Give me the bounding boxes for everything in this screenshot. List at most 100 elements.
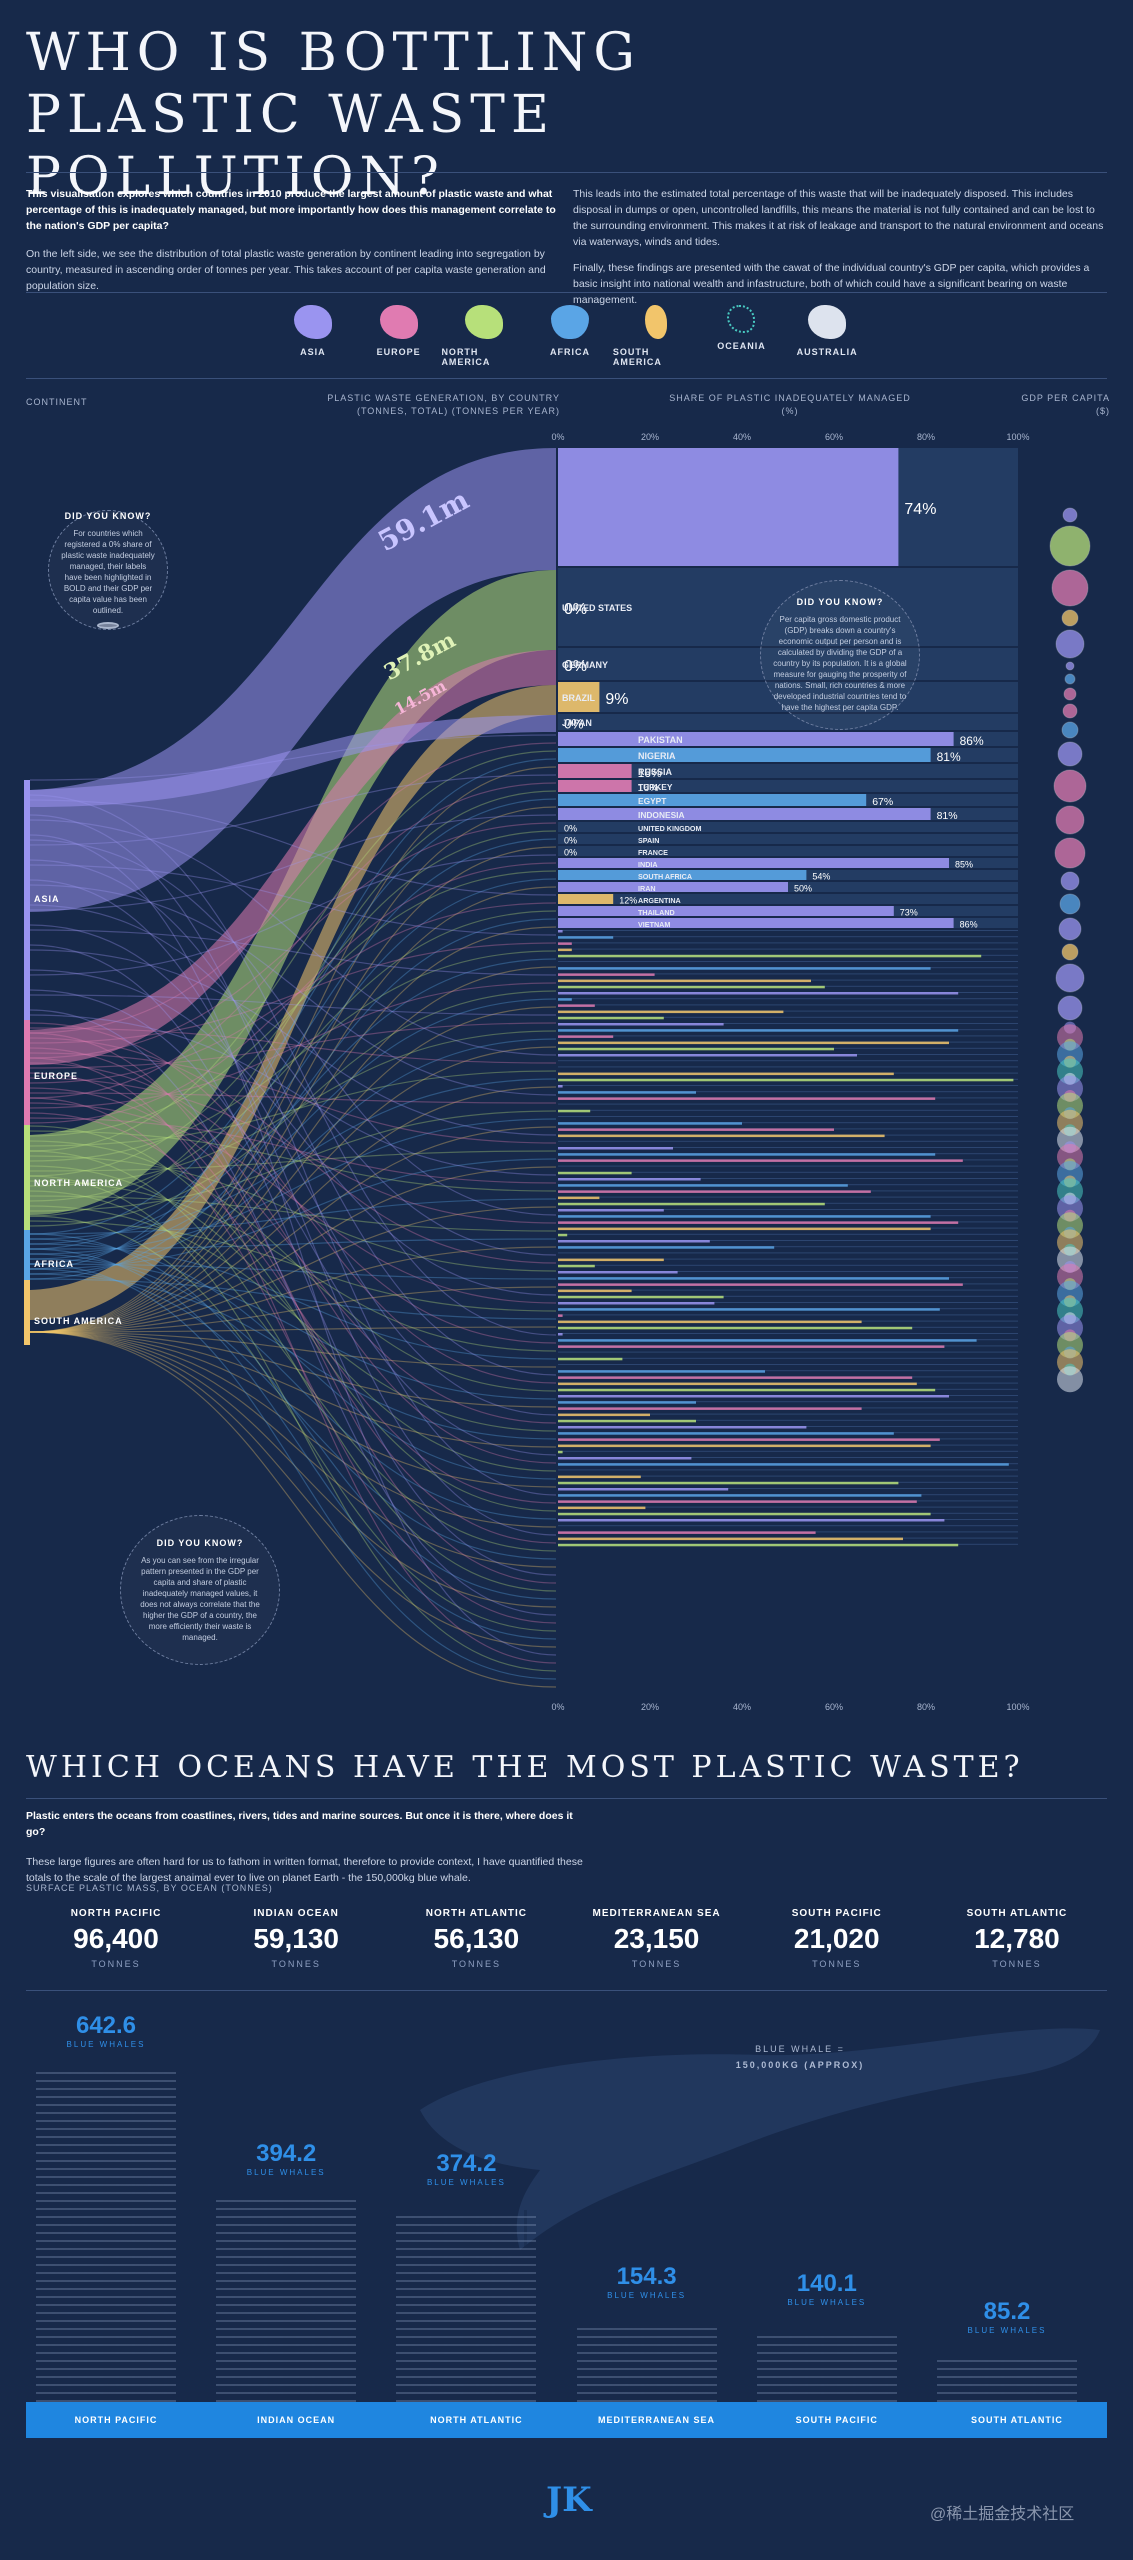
- country-flow: [29, 904, 557, 1256]
- country-flow: [29, 734, 557, 781]
- intro-right-text-1: This leads into the estimated total perc…: [573, 188, 1104, 248]
- bar-small: [558, 1128, 834, 1131]
- bar-track: [558, 1140, 1018, 1142]
- country-name: BRAZIL: [562, 693, 595, 703]
- country-flow: [29, 1238, 557, 1250]
- africa-icon: [551, 305, 590, 339]
- bar-track: [558, 1252, 1018, 1254]
- continent-flow-diagram: [24, 448, 557, 1688]
- bar-row: 74%CHINA: [558, 448, 1018, 566]
- country-flow: [29, 1047, 557, 1464]
- ocean-unit: TONNES: [992, 1959, 1042, 1969]
- legend-south-america: SOUTH AMERICA: [613, 305, 699, 367]
- ocean-stat: SOUTH ATLANTIC 12,780 TONNES: [927, 1908, 1107, 1969]
- gdp-circle: [1055, 963, 1085, 993]
- ocean-stats: NORTH PACIFIC 96,400 TONNES INDIAN OCEAN 59,…: [26, 1908, 1107, 1969]
- country-flow: [29, 1268, 557, 1560]
- whale-count: 154.3 BLUE WHALES: [557, 2263, 737, 2300]
- bar-small: [558, 1258, 664, 1262]
- country-flow: [29, 1155, 557, 1272]
- bar-small: [558, 1215, 931, 1218]
- whale-note: BLUE WHALE = 150,000KG (APPROX): [735, 2044, 865, 2070]
- continent-band: [24, 780, 30, 1020]
- ocean-tonnes: 59,130: [253, 1923, 339, 1954]
- country-flow: [29, 982, 557, 1109]
- watermark: @稀土掘金技术社区: [930, 2506, 1075, 2523]
- ocean-stat: NORTH PACIFIC 96,400 TONNES: [26, 1908, 206, 1969]
- bar-track: [558, 1357, 1018, 1359]
- whale-count-unit: BLUE WHALES: [787, 2298, 867, 2308]
- whale-column: [396, 2209, 537, 2402]
- bar-track: [558, 1258, 1018, 1260]
- country-name: INDIA: [638, 860, 658, 869]
- country-flow: [29, 1246, 557, 1333]
- bar-small: [558, 954, 982, 958]
- ocean-waterline-bar: NORTH PACIFIC INDIAN OCEAN NORTH ATLANTIC M…: [26, 2402, 1107, 2438]
- country-flow: [29, 1331, 557, 1648]
- bar-track: [558, 930, 1018, 931]
- continent-column-header: CONTINENT: [26, 397, 88, 407]
- bar-track: [558, 1060, 1018, 1062]
- bar-track: [558, 1023, 1018, 1024]
- gdp-circle: [1055, 629, 1085, 659]
- asia-icon: [293, 305, 332, 339]
- whale-count-value: 394.2: [256, 2139, 317, 2167]
- country-flow: [29, 1166, 557, 1333]
- country-flow: [29, 1248, 557, 1640]
- intro-right-text-2: Finally, these findings are presented wi…: [573, 262, 1090, 306]
- country-flow: [29, 1258, 557, 1400]
- country-flow: [29, 1052, 557, 1144]
- bar-track: [558, 948, 1018, 950]
- country-flow: [29, 766, 557, 1333]
- bar-small: [558, 1134, 885, 1138]
- bar-track: [558, 1450, 1018, 1452]
- country-flow: [29, 1263, 557, 1280]
- callout-correlation: DID YOU KNOW? As you can see from the ir…: [120, 1515, 280, 1665]
- continent-label-asia: ASIA: [34, 894, 60, 904]
- bar-track: [558, 1165, 1018, 1167]
- country-flow: [29, 1331, 557, 1408]
- bar-small: [558, 1221, 959, 1224]
- bar-small: [558, 1475, 641, 1479]
- bar-small: [558, 1506, 646, 1510]
- country-flow: [29, 1215, 557, 1632]
- country-name: THAILAND: [638, 908, 675, 917]
- europe-icon: [379, 305, 418, 339]
- bar-small: [558, 1246, 775, 1249]
- value-label: 73%: [900, 908, 918, 918]
- x-axis-ticks-bottom: 0% 20% 40% 60% 80% 100%: [551, 1702, 1029, 1716]
- page-title: WHO IS BOTTLING PLASTIC WASTE POLLUTION?: [26, 23, 641, 207]
- bar-track: [558, 936, 1018, 938]
- continent-flow: [30, 570, 556, 1215]
- country-flow: [29, 1331, 557, 1688]
- bar-small: [558, 1209, 664, 1212]
- bar-small: [558, 942, 572, 945]
- ocean-unit: TONNES: [631, 1959, 682, 1969]
- bar-row: 0%JAPAN: [558, 714, 1018, 731]
- value-label: 74%: [904, 501, 936, 518]
- country-flow: [29, 1278, 557, 1320]
- bar-egypt: [558, 794, 867, 806]
- country-flow: [29, 1206, 557, 1333]
- bar-track: [558, 1240, 1018, 1241]
- country-flow: [29, 1112, 557, 1504]
- bar-track: [558, 834, 1018, 844]
- value-label: 0%: [564, 658, 587, 675]
- bar-small: [558, 1407, 862, 1410]
- legend-australia: AUSTRALIA: [784, 305, 870, 367]
- country-flow: [29, 910, 557, 1202]
- country-flow: [29, 1006, 557, 1333]
- bar-track: [558, 1351, 1018, 1353]
- country-flow: [29, 1273, 557, 1440]
- country-flow: [29, 1086, 557, 1333]
- bar-small: [558, 1326, 913, 1330]
- country-flow: [29, 1078, 557, 1240]
- bar-track: [558, 1103, 1018, 1105]
- whale-count: 642.6 BLUE WHALES: [16, 2012, 196, 2049]
- bar-small: [558, 973, 655, 976]
- country-name: VIETNAM: [638, 920, 670, 929]
- bar-track: [558, 1122, 1018, 1124]
- bar-small: [558, 979, 811, 983]
- country-flow: [29, 794, 557, 1336]
- bar-small: [558, 1196, 600, 1200]
